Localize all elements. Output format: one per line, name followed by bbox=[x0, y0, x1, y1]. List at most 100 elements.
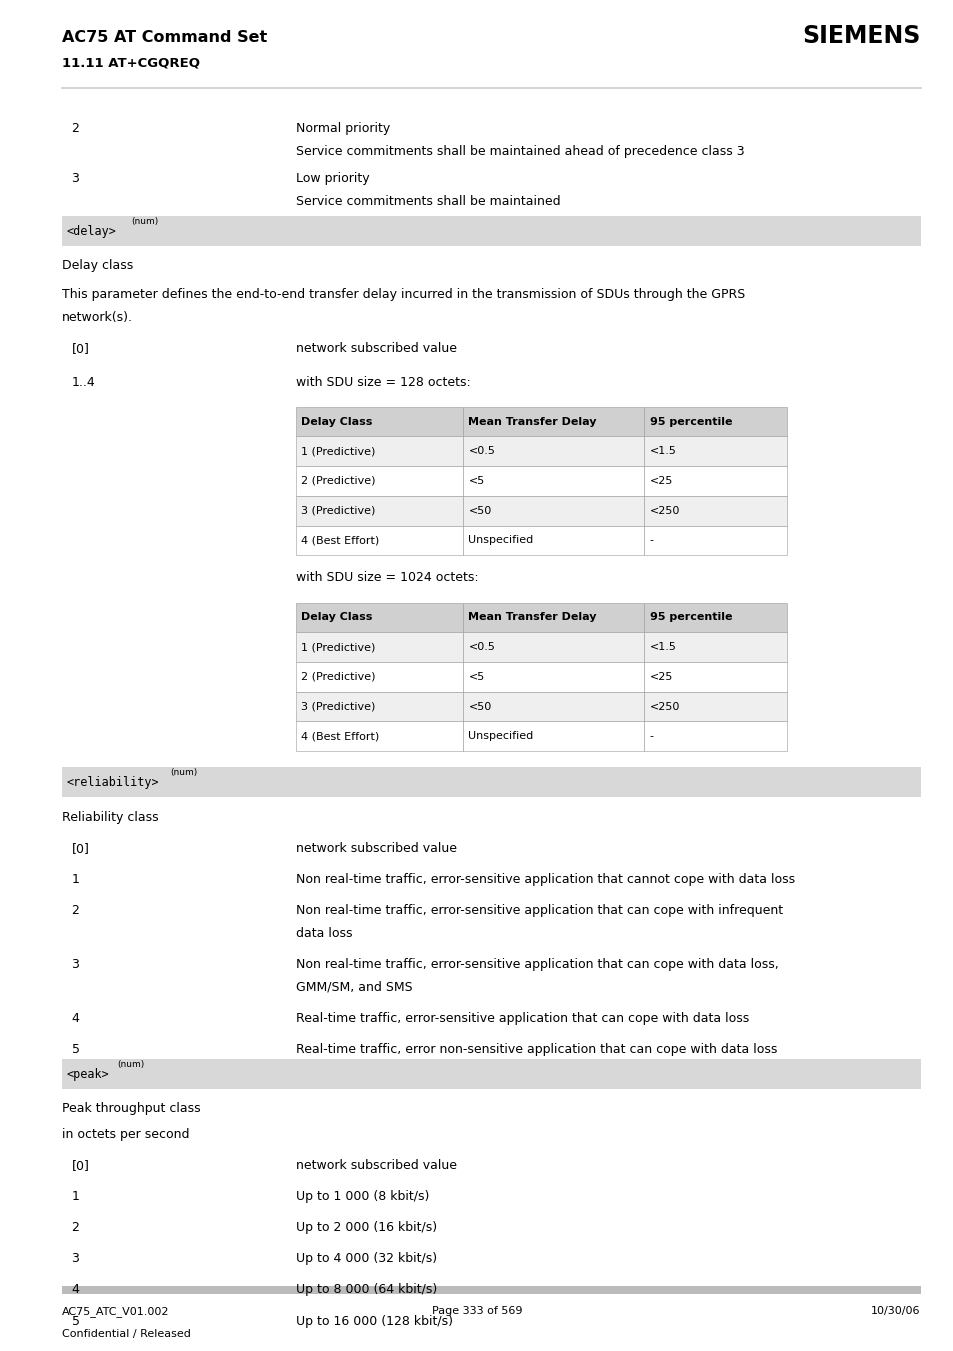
Text: 5: 5 bbox=[71, 1315, 79, 1328]
Text: Up to 16 000 (128 kbit/s): Up to 16 000 (128 kbit/s) bbox=[295, 1315, 453, 1328]
Text: <50: <50 bbox=[468, 701, 491, 712]
Text: network subscribed value: network subscribed value bbox=[295, 1159, 456, 1173]
Text: <5: <5 bbox=[468, 671, 484, 682]
Text: in octets per second: in octets per second bbox=[62, 1128, 190, 1142]
Bar bbox=[643, 662, 786, 692]
Text: <5: <5 bbox=[468, 476, 484, 486]
Text: Up to 2 000 (16 kbit/s): Up to 2 000 (16 kbit/s) bbox=[295, 1221, 436, 1235]
Text: Real-time traffic, error-sensitive application that can cope with data loss: Real-time traffic, error-sensitive appli… bbox=[295, 1012, 748, 1025]
Text: <50: <50 bbox=[468, 505, 491, 516]
Text: 1 (Predictive): 1 (Predictive) bbox=[301, 446, 375, 457]
Bar bbox=[295, 436, 462, 466]
Text: Confidential / Released: Confidential / Released bbox=[62, 1329, 191, 1339]
Text: Delay Class: Delay Class bbox=[301, 416, 373, 427]
Bar bbox=[462, 632, 643, 662]
Text: 2 (Predictive): 2 (Predictive) bbox=[301, 671, 375, 682]
Text: <delay>: <delay> bbox=[67, 224, 116, 238]
Text: 2: 2 bbox=[71, 904, 79, 917]
Text: 4: 4 bbox=[71, 1283, 79, 1297]
Bar bbox=[462, 436, 643, 466]
Text: 95 percentile: 95 percentile bbox=[649, 612, 731, 623]
Text: Delay Class: Delay Class bbox=[301, 612, 373, 623]
Text: <25: <25 bbox=[649, 476, 673, 486]
Text: AC75_ATC_V01.002: AC75_ATC_V01.002 bbox=[62, 1306, 170, 1317]
Text: 3: 3 bbox=[71, 172, 79, 185]
Text: SIEMENS: SIEMENS bbox=[801, 24, 920, 49]
Text: Delay class: Delay class bbox=[62, 259, 133, 273]
Text: Page 333 of 569: Page 333 of 569 bbox=[432, 1306, 521, 1316]
Text: Real-time traffic, error non-sensitive application that can cope with data loss: Real-time traffic, error non-sensitive a… bbox=[295, 1043, 777, 1056]
Bar bbox=[295, 407, 462, 436]
Text: <0.5: <0.5 bbox=[468, 642, 495, 653]
Text: 4 (Best Effort): 4 (Best Effort) bbox=[301, 535, 379, 546]
Bar bbox=[62, 1059, 920, 1089]
Text: AC75 AT Command Set: AC75 AT Command Set bbox=[62, 30, 267, 45]
Text: [0]: [0] bbox=[71, 1159, 90, 1173]
Bar bbox=[643, 603, 786, 632]
Text: <reliability>: <reliability> bbox=[67, 775, 159, 789]
Text: <1.5: <1.5 bbox=[649, 446, 676, 457]
Text: Up to 8 000 (64 kbit/s): Up to 8 000 (64 kbit/s) bbox=[295, 1283, 436, 1297]
Bar bbox=[462, 496, 643, 526]
Text: Up to 1 000 (8 kbit/s): Up to 1 000 (8 kbit/s) bbox=[295, 1190, 429, 1204]
Text: 2: 2 bbox=[71, 1221, 79, 1235]
Text: network(s).: network(s). bbox=[62, 311, 132, 324]
Text: Up to 4 000 (32 kbit/s): Up to 4 000 (32 kbit/s) bbox=[295, 1252, 436, 1266]
Text: GMM/SM, and SMS: GMM/SM, and SMS bbox=[295, 981, 412, 994]
Bar bbox=[295, 496, 462, 526]
Bar bbox=[295, 466, 462, 496]
Text: [0]: [0] bbox=[71, 842, 90, 855]
Text: Unspecified: Unspecified bbox=[468, 731, 533, 742]
Text: <1.5: <1.5 bbox=[649, 642, 676, 653]
Text: 11.11 AT+CGQREQ: 11.11 AT+CGQREQ bbox=[62, 57, 200, 70]
Text: Mean Transfer Delay: Mean Transfer Delay bbox=[468, 416, 597, 427]
Text: Non real-time traffic, error-sensitive application that can cope with data loss,: Non real-time traffic, error-sensitive a… bbox=[295, 958, 778, 971]
Text: Service commitments shall be maintained: Service commitments shall be maintained bbox=[295, 195, 559, 208]
Bar bbox=[295, 662, 462, 692]
Bar bbox=[643, 632, 786, 662]
Text: <250: <250 bbox=[649, 505, 679, 516]
Text: [0]: [0] bbox=[71, 342, 90, 355]
Text: network subscribed value: network subscribed value bbox=[295, 342, 456, 355]
Text: Unspecified: Unspecified bbox=[468, 535, 533, 546]
Text: 3: 3 bbox=[71, 958, 79, 971]
Bar bbox=[643, 526, 786, 555]
Text: 3 (Predictive): 3 (Predictive) bbox=[301, 701, 375, 712]
Bar bbox=[462, 407, 643, 436]
Bar bbox=[295, 632, 462, 662]
Text: Service commitments shall be maintained ahead of precedence class 3: Service commitments shall be maintained … bbox=[295, 145, 743, 158]
Text: 1: 1 bbox=[71, 1190, 79, 1204]
Text: 3: 3 bbox=[71, 1252, 79, 1266]
Bar bbox=[295, 526, 462, 555]
Text: Reliability class: Reliability class bbox=[62, 811, 158, 824]
Bar bbox=[643, 466, 786, 496]
Text: 1: 1 bbox=[71, 873, 79, 886]
Text: Normal priority: Normal priority bbox=[295, 122, 390, 135]
Text: (num): (num) bbox=[132, 218, 159, 226]
Text: 95 percentile: 95 percentile bbox=[649, 416, 731, 427]
Bar bbox=[295, 692, 462, 721]
Bar bbox=[643, 436, 786, 466]
Bar bbox=[295, 721, 462, 751]
Text: (num): (num) bbox=[170, 769, 197, 777]
Text: 4 (Best Effort): 4 (Best Effort) bbox=[301, 731, 379, 742]
Bar bbox=[643, 692, 786, 721]
Text: <peak>: <peak> bbox=[67, 1067, 110, 1081]
Text: 5: 5 bbox=[71, 1043, 79, 1056]
Text: 4: 4 bbox=[71, 1012, 79, 1025]
Text: Non real-time traffic, error-sensitive application that can cope with infrequent: Non real-time traffic, error-sensitive a… bbox=[295, 904, 782, 917]
Text: Non real-time traffic, error-sensitive application that cannot cope with data lo: Non real-time traffic, error-sensitive a… bbox=[295, 873, 794, 886]
Text: network subscribed value: network subscribed value bbox=[295, 842, 456, 855]
Text: Peak throughput class: Peak throughput class bbox=[62, 1102, 200, 1116]
Text: -: - bbox=[649, 731, 653, 742]
Bar bbox=[462, 466, 643, 496]
Text: <25: <25 bbox=[649, 671, 673, 682]
Bar bbox=[462, 662, 643, 692]
Bar bbox=[462, 603, 643, 632]
Text: (num): (num) bbox=[117, 1061, 145, 1069]
Bar bbox=[295, 603, 462, 632]
Text: <0.5: <0.5 bbox=[468, 446, 495, 457]
Text: with SDU size = 128 octets:: with SDU size = 128 octets: bbox=[295, 376, 470, 389]
Text: with SDU size = 1024 octets:: with SDU size = 1024 octets: bbox=[295, 571, 477, 585]
Text: data loss: data loss bbox=[295, 927, 352, 940]
